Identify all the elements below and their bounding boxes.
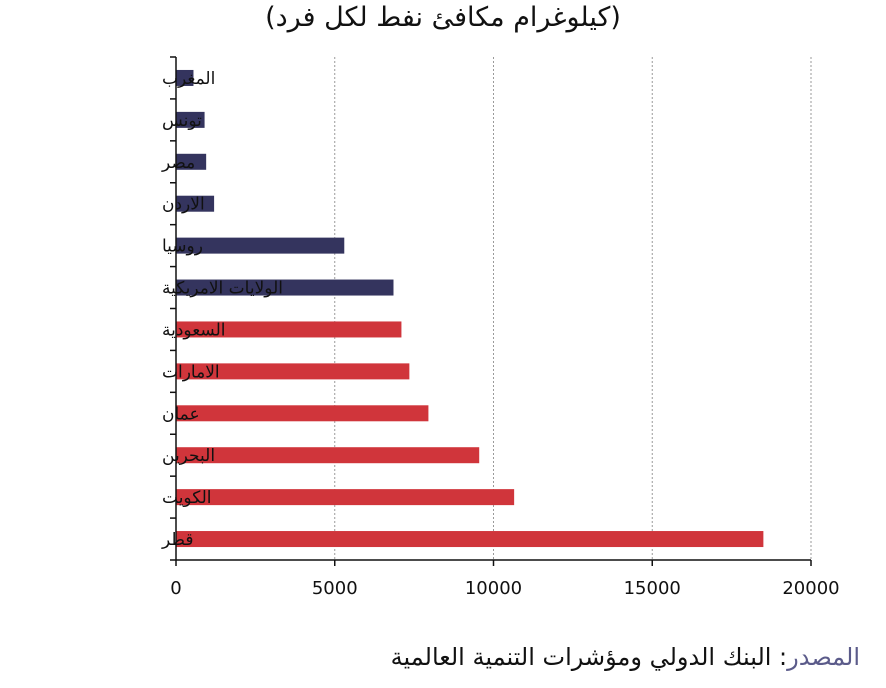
category-label-5: الولايات الامريكية xyxy=(162,279,283,299)
labels-layer: المغرب تونس مصر الاردن روسيا الولايات الامريك… xyxy=(161,69,840,599)
bar-9 xyxy=(176,447,480,464)
x-tick-label-4: 20000 xyxy=(782,578,839,599)
bar-4 xyxy=(176,237,345,254)
x-tick-label-0: 0 xyxy=(170,578,181,599)
category-label-4: روسيا xyxy=(162,237,203,257)
category-label-11: قطر xyxy=(161,530,193,550)
bar-1 xyxy=(176,111,205,128)
category-label-6: السعودية xyxy=(162,320,225,340)
category-label-10: الكويت xyxy=(162,488,212,508)
source-note: المصدر: البنك الدولي ومؤشرات التنمية الع… xyxy=(391,643,860,671)
bar-11 xyxy=(176,531,764,548)
category-label-8: عمان xyxy=(162,404,200,424)
bar-0 xyxy=(176,69,194,86)
category-label-2: مصر xyxy=(161,153,195,173)
x-tick-label-3: 15000 xyxy=(624,578,681,599)
source-text: : البنك الدولي ومؤشرات التنمية العالمية xyxy=(390,643,788,671)
bar-7 xyxy=(176,363,410,380)
category-label-0: المغرب xyxy=(162,69,215,89)
category-label-9: البحرين xyxy=(162,446,215,466)
bar-5 xyxy=(176,279,394,296)
bar-3 xyxy=(176,195,215,212)
x-tick-label-1: 5000 xyxy=(312,578,358,599)
bars-layer xyxy=(176,69,764,548)
bar-10 xyxy=(176,489,515,506)
bar-8 xyxy=(176,405,429,422)
axis-layer xyxy=(170,56,812,566)
category-label-1: تونس xyxy=(162,111,202,131)
x-tick-label-2: 10000 xyxy=(465,578,522,599)
category-label-3: الاردن xyxy=(162,195,205,215)
source-label: المصدر xyxy=(787,643,860,671)
category-label-7: الامارات xyxy=(162,362,220,382)
bar-6 xyxy=(176,321,402,338)
grid-layer xyxy=(334,57,812,560)
chart-title: (كيلوغرام مكافئ نفط لكل فرد) xyxy=(265,2,621,33)
bar-2 xyxy=(176,153,207,170)
